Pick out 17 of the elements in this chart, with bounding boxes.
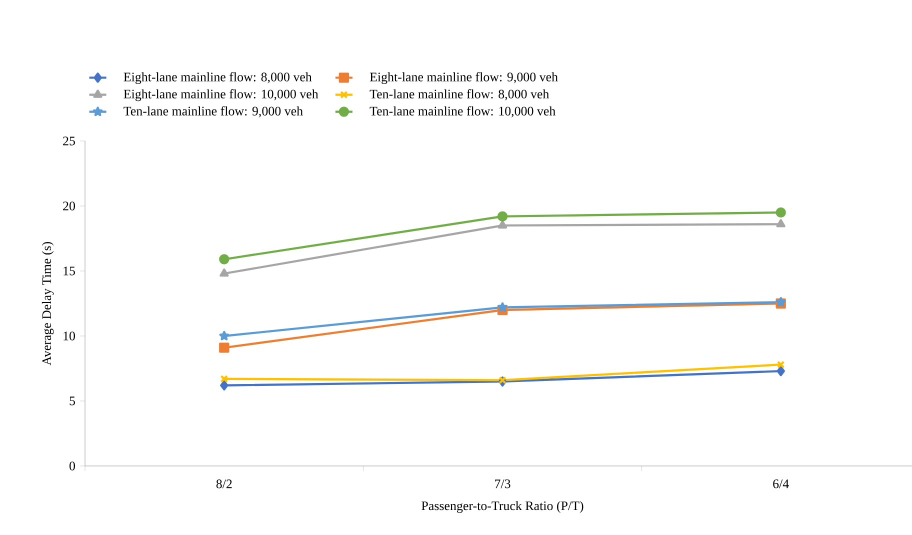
- x-axis-title: Passenger-to-Truck Ratio (P/T): [422, 501, 584, 513]
- y-tick-label: 20: [63, 202, 75, 210]
- legend-label: Eight-lane mainline flow: 10,000 veh: [124, 89, 318, 102]
- y-tick-label: 25: [63, 136, 75, 146]
- legend-label: Ten-lane mainline flow: 8,000 veh: [370, 89, 550, 100]
- y-tick-label: 5: [70, 396, 75, 406]
- y-tick-label: 0: [70, 462, 75, 470]
- legend-label: Ten-lane mainline flow: 9,000 veh: [124, 106, 303, 118]
- y-tick-label: 10: [64, 332, 75, 340]
- x-tick-label: 8/2: [216, 480, 232, 488]
- legend-label: Ten-lane mainline flow: 10,000 veh: [370, 106, 556, 118]
- legend-label: Eight-lane mainline flow: 9,000 veh: [370, 72, 558, 84]
- y-axis-title: Average Delay Time (s): [42, 242, 54, 366]
- legend-label: Eight-lane mainline flow: 8,000 veh: [124, 72, 312, 84]
- y-tick-label: 15: [64, 266, 75, 276]
- x-tick-label: 7/3: [495, 480, 510, 488]
- x-tick-label: 6/4: [773, 480, 789, 488]
